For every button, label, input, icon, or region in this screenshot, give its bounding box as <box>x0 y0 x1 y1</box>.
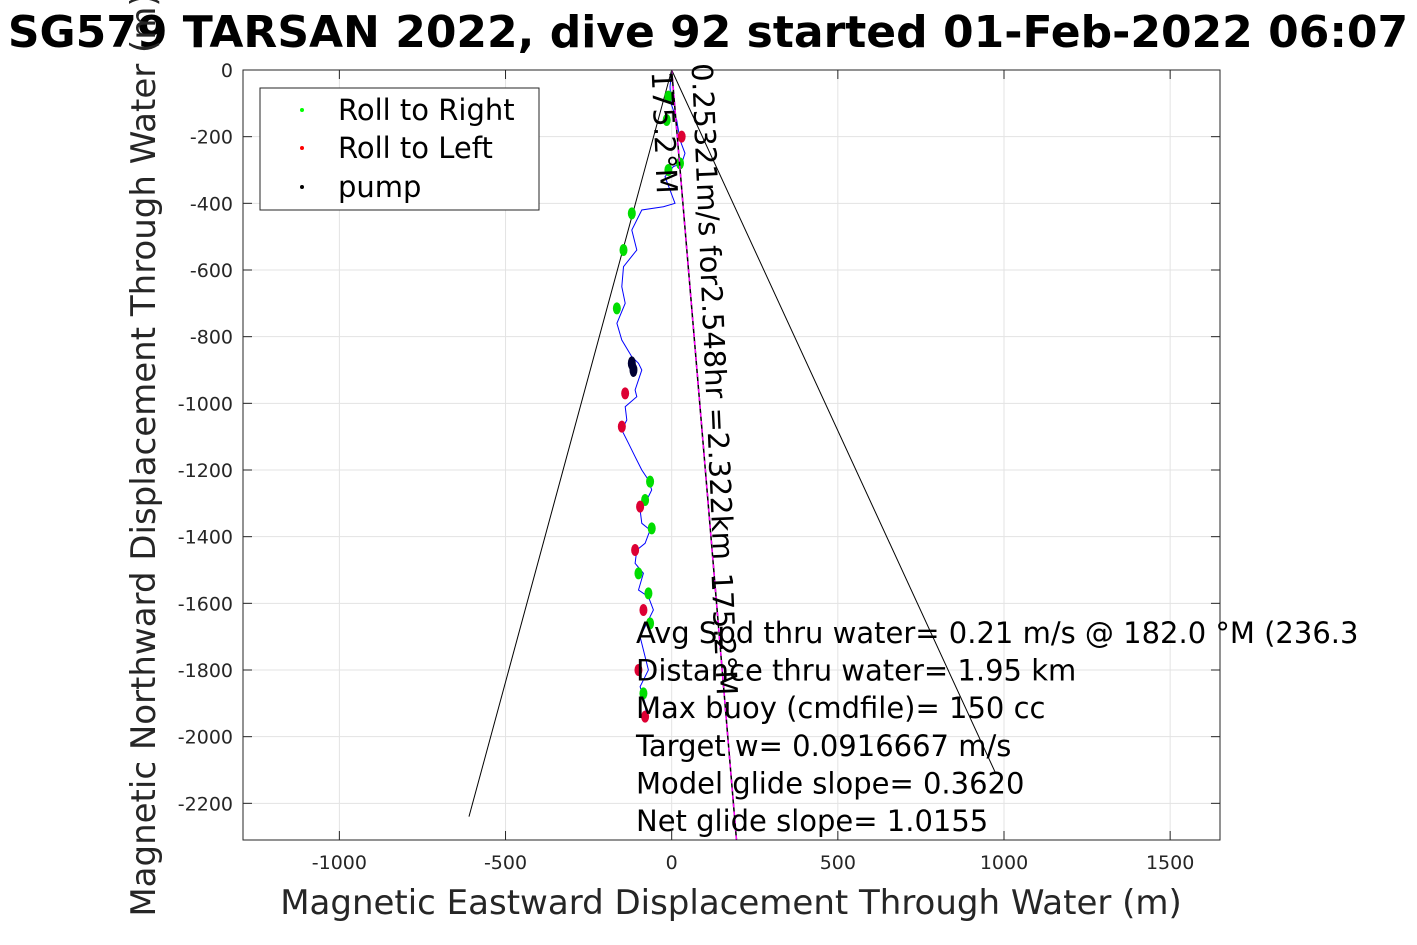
y-tick-label: -1600 <box>178 593 233 615</box>
roll-right-marker <box>627 207 636 220</box>
roll-right-marker <box>646 617 655 630</box>
roll-right-marker <box>619 244 628 256</box>
roll-left-marker <box>677 130 686 143</box>
y-tick-label: -800 <box>190 327 233 349</box>
axis-ticks: -1000 -500 0 500 1000 1500 0 -200 -400 -600 -800 -1… <box>178 60 1220 874</box>
y-tick-label: -2200 <box>178 793 233 815</box>
roll-right-marker <box>662 114 671 126</box>
x-tick-label: -1000 <box>312 852 367 874</box>
roll-left-marker <box>621 387 630 400</box>
roll-right-marker <box>612 302 621 315</box>
heading-line <box>671 69 997 774</box>
roll-right-marker <box>664 90 673 103</box>
roll-left-marker <box>639 604 648 616</box>
heading-lines <box>468 69 997 817</box>
annotation-line: Max buoy (cmdfile)= 150 cc <box>636 691 1045 725</box>
legend-box <box>259 87 540 211</box>
x-tick-label: 1000 <box>980 852 1028 874</box>
roll-right-marker <box>664 164 673 176</box>
y-tick-label: -200 <box>190 127 233 149</box>
x-tick-label: 0 <box>666 852 678 874</box>
annotation-line: Model glide slope= 0.3620 <box>636 766 1024 800</box>
roll-right-marker <box>647 522 656 535</box>
roll-left-marker <box>634 664 643 676</box>
y-tick-label: -600 <box>190 260 233 282</box>
y-tick-label: -1000 <box>178 393 233 415</box>
y-tick-label: -1400 <box>178 527 233 549</box>
legend-label-pump: pump <box>338 170 421 204</box>
roll-right-marker <box>644 587 653 600</box>
annotation-block: Avg Spd thru water= 0.21 m/s @ 182.0 °M … <box>635 616 1358 838</box>
roll-right-marker <box>634 567 643 580</box>
x-tick-label: 500 <box>820 852 856 874</box>
chart-title: SG579 TARSAN 2022, dive 92 started 01-Fe… <box>8 7 1408 58</box>
legend-marker-pump <box>300 185 304 189</box>
current-line-magenta <box>670 69 738 841</box>
y-tick-label: -400 <box>190 193 233 215</box>
y-tick-label: -1800 <box>178 660 233 682</box>
roll-right-marker <box>646 475 655 488</box>
heading-line <box>468 69 673 817</box>
x-axis-label: Magnetic Eastward Displacement Through W… <box>280 883 1182 923</box>
y-axis-label: Magnetic Northward Displacement Through … <box>124 0 164 917</box>
y-tick-label: -2000 <box>178 727 233 749</box>
annotation-line: Net glide slope= 1.0155 <box>636 804 988 838</box>
annotation-line: Target w= 0.0916667 m/s <box>635 729 1011 763</box>
rotated-label: 175.2°M <box>705 572 744 696</box>
roll-left-marker <box>617 420 626 433</box>
y-tick-label: 0 <box>221 60 233 82</box>
rotated-label: 175.2°M <box>645 70 684 194</box>
legend-marker-roll-left <box>300 146 304 150</box>
y-tick-label: -1200 <box>178 460 233 482</box>
annotation-line: Distance thru water= 1.95 km <box>636 654 1076 688</box>
roll-left-marker <box>636 500 645 513</box>
current-line <box>670 69 738 841</box>
legend-label-roll-left: Roll to Left <box>338 131 493 165</box>
x-tick-label: 1500 <box>1146 852 1194 874</box>
legend-label-roll-right: Roll to Right <box>338 93 515 127</box>
roll-left-marker <box>641 710 650 723</box>
legend: Roll to Right Roll to Left pump <box>259 87 540 211</box>
annotation-line: Avg Spd thru water= 0.21 m/s @ 182.0 °M … <box>636 616 1358 650</box>
legend-marker-roll-right <box>300 108 304 112</box>
pump-marker <box>629 363 638 377</box>
roll-left-marker <box>631 544 640 556</box>
axes-box <box>242 69 1221 841</box>
roll-right-marker <box>639 687 648 700</box>
x-tick-label: -500 <box>484 852 527 874</box>
